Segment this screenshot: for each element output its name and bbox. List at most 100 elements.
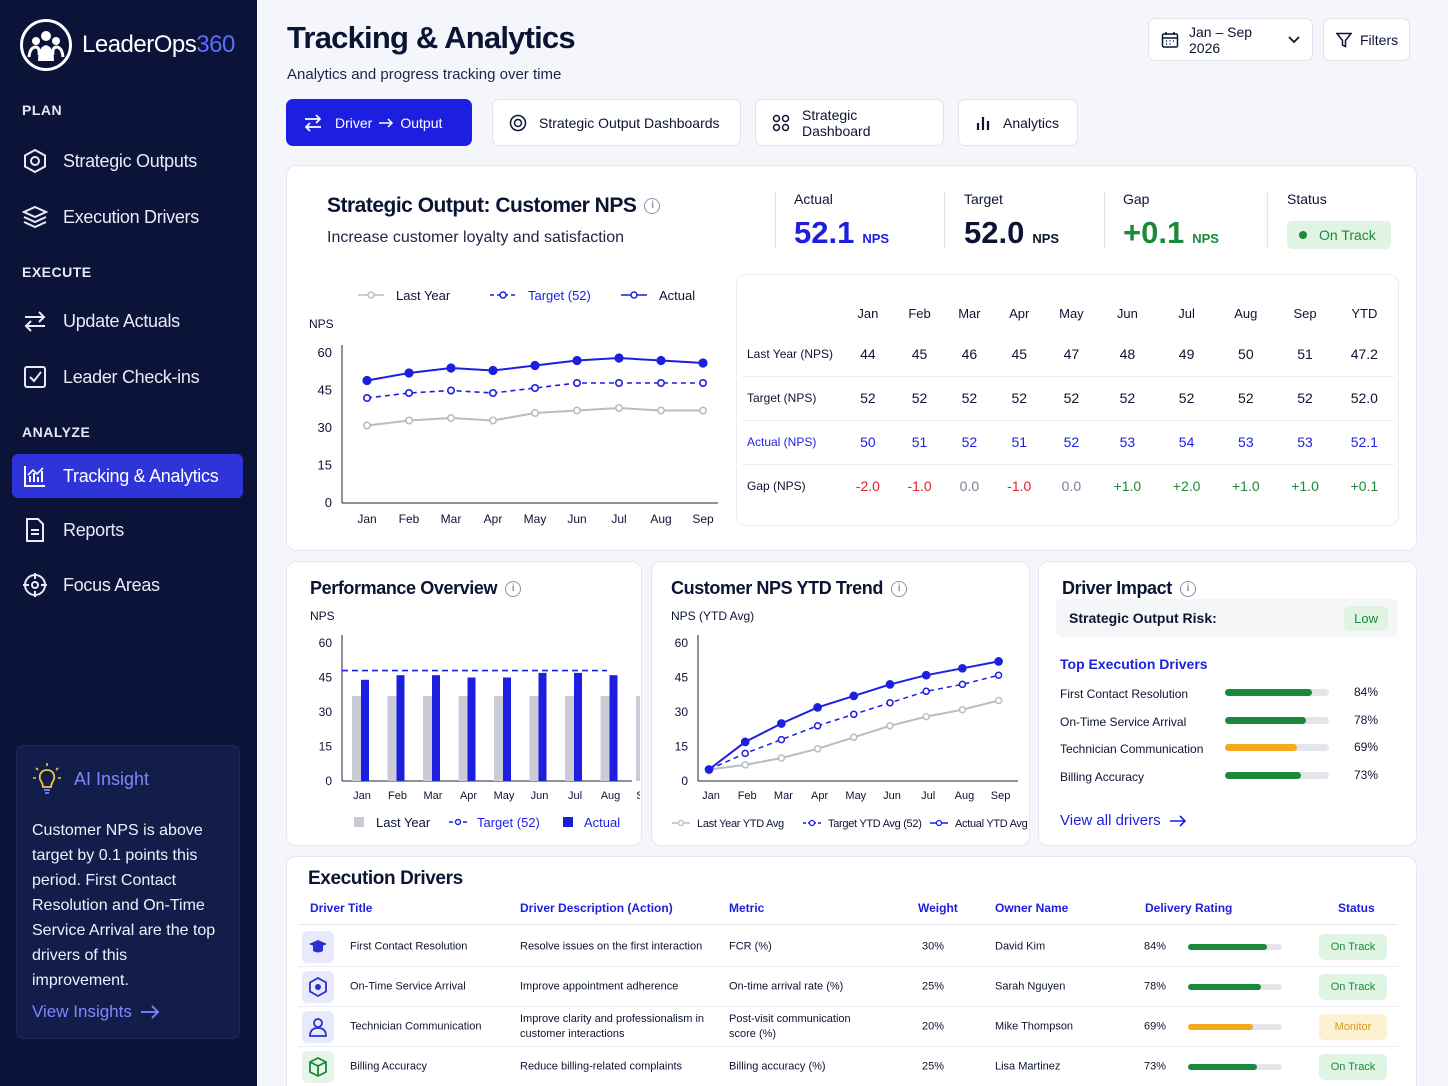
data-point [404,368,414,378]
table-cell: -2.0 [855,478,880,495]
column-header[interactable]: Driver Description (Action) [520,901,673,915]
progress-track [1225,744,1329,751]
table-row[interactable] [298,967,1398,1007]
column-header[interactable]: Status [1338,901,1375,915]
nav-section-plan: PLAN [22,102,63,118]
performance-overview-title: Performance Overview i [310,578,522,599]
table-header-row: Jan Feb Mar Apr May Jun Jul Aug Sep YTD [742,294,1394,332]
sidebar-item-label: Reports [63,519,124,540]
table-row: Gap (NPS) -2.0 -1.0 0.0 -1.0 0.0 +1.0 +2.0 +1.0 +… [742,464,1394,508]
view-all-drivers-link[interactable]: View all drivers [1060,812,1187,829]
sidebar-item-leader-checkins[interactable]: Leader Check-ins [12,355,243,399]
table-cell: 52.0 [1334,376,1394,421]
driver-name: First Contact Resolution [1060,687,1189,701]
data-point [489,389,498,398]
tab-strategic-dashboard[interactable]: Strategic Dashboard [755,99,944,146]
arrow-right-icon [378,117,394,128]
tab-driver-output[interactable]: Driver Output [286,99,472,146]
x-tick-label: Sep [636,790,640,802]
kpi-status: Status On Track [1287,191,1391,249]
driver-row: First Contact Resolution 84% [1060,685,1385,703]
data-point [363,394,372,403]
driver-weight: 25% [922,980,945,993]
data-point [922,687,930,696]
box-icon [302,1051,334,1083]
info-icon[interactable]: i [644,198,661,215]
date-range-dropdown[interactable]: Jan – Sep 2026 [1148,18,1313,61]
bar-actual [467,677,476,781]
tab-analytics[interactable]: Analytics [958,99,1078,146]
tab-strategic-output-dashboards[interactable]: Strategic Output Dashboards [492,99,741,146]
y-tick-label: 30 [319,705,333,719]
driver-name: Billing Accuracy [1060,769,1145,784]
user-icon [302,1011,334,1043]
progress-fill [1188,984,1262,990]
data-point [531,384,540,393]
sidebar: LeaderOps360 PLAN Strategic Outputs Exec… [0,0,257,1086]
divider [944,192,945,248]
y-tick-label: 45 [319,671,333,685]
x-tick-label: May [524,512,547,526]
sidebar-item-tracking-analytics[interactable]: Tracking & Analytics [12,454,243,498]
data-point [885,680,895,689]
output-subtitle: Increase customer loyalty and satisfacti… [327,229,625,246]
driver-metric: Billing accuracy (%) [729,1060,826,1073]
status-badge: On Track [1287,221,1391,249]
sidebar-item-execution-drivers[interactable]: Execution Drivers [12,195,243,239]
data-point [850,733,858,742]
legend-label: Target (52) [477,815,540,830]
tab-label: Driver [335,114,373,131]
progress-fill [1188,1024,1253,1030]
progress-fill [1225,744,1297,751]
column-header[interactable]: Owner Name [995,901,1069,915]
sidebar-item-update-actuals[interactable]: Update Actuals [12,299,243,343]
app-logo[interactable]: LeaderOps360 [20,19,235,71]
data-point [698,379,707,388]
sidebar-item-reports[interactable]: Reports [12,508,243,552]
column-header[interactable]: Weight [918,901,958,915]
date-range-label: Jan – Sep 2026 [1189,23,1253,56]
legend-marker [677,819,685,827]
data-point [488,365,498,376]
row-label: Gap (NPS) [747,479,806,494]
sidebar-item-focus-areas[interactable]: Focus Areas [12,563,243,607]
data-point [614,379,623,388]
driver-description: Improve appointment adherence [520,980,679,993]
table-row[interactable] [298,927,1398,967]
table-cell: 52 [945,376,994,421]
sidebar-item-strategic-outputs[interactable]: Strategic Outputs [12,139,243,183]
data-point [741,749,749,758]
info-icon[interactable]: i [505,581,522,598]
data-point [447,414,456,423]
column-header[interactable]: Driver Title [310,901,373,915]
column-header: Jul [1178,305,1195,321]
table-cell: +1.0 [1113,478,1142,495]
x-tick-label: Jul [568,790,582,802]
table-cell: 52 [893,376,946,421]
info-icon[interactable]: i [1179,581,1196,598]
table-cell: 53 [1097,420,1157,465]
kpi-label: Gap [1123,191,1150,207]
page-subtitle: Analytics and progress tracking over tim… [287,66,562,83]
filters-button[interactable]: Filters [1323,18,1410,61]
sidebar-item-label: Focus Areas [63,574,160,595]
table-cell: 47.2 [1334,332,1394,377]
table-row[interactable] [298,1007,1398,1047]
legend-label: Actual YTD Avg [955,818,1028,830]
target-icon [22,572,48,598]
x-tick-label: Apr [811,790,828,802]
status-badge: Monitor [1319,1014,1387,1040]
execution-drivers-card [286,856,1417,1086]
table-cell: 0.0 [1061,478,1082,495]
column-header[interactable]: Metric [729,901,765,915]
progress-track [1225,689,1329,696]
ytd-trend-title: Customer NPS YTD Trend i [671,578,907,599]
kpi-label: Actual [794,191,833,207]
view-insights-link[interactable]: View Insights [32,1002,160,1022]
tab-label: Strategic Dashboard [802,106,871,139]
table-cell: 52 [1216,376,1276,421]
y-tick-label: 15 [319,740,333,754]
column-header[interactable]: Delivery Rating [1145,901,1233,915]
info-icon[interactable]: i [890,581,907,598]
sidebar-item-label: Tracking & Analytics [63,465,219,486]
